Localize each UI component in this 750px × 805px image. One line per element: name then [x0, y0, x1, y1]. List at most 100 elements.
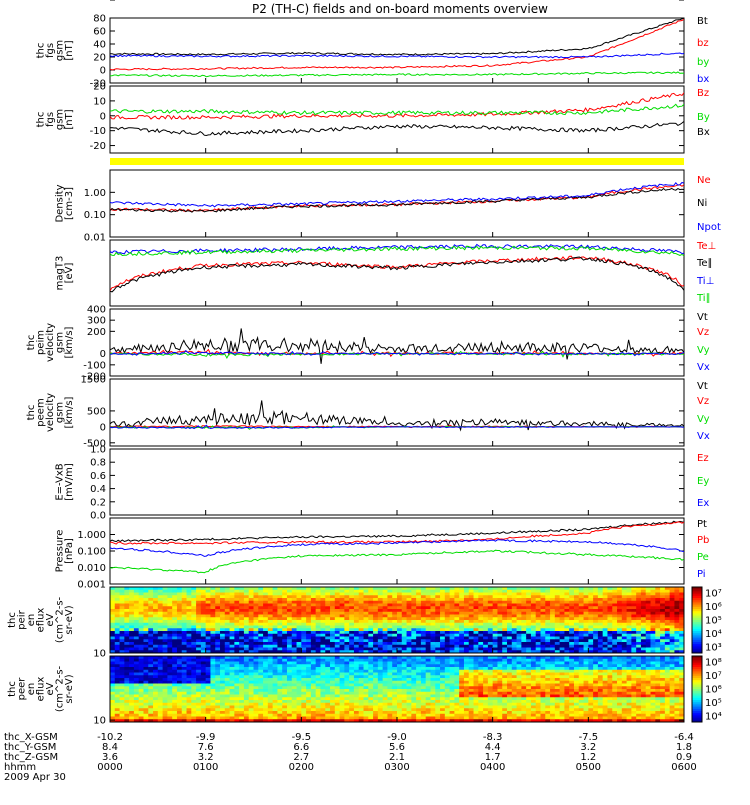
spectrogram-cell [368, 711, 373, 714]
spectrogram-cell [445, 678, 450, 681]
spectrogram-cell [167, 664, 172, 667]
spectrogram-cell [368, 684, 373, 687]
spectrogram-cell [220, 590, 225, 593]
spectrogram-cell [234, 620, 239, 623]
spectrogram-cell [287, 631, 292, 634]
spectrogram-cell [129, 714, 134, 717]
spectrogram-cell [416, 612, 421, 615]
spectrogram-cell [234, 606, 239, 609]
spectrogram-cell [206, 620, 211, 623]
spectrogram-cell [292, 684, 297, 687]
spectrogram-cell [320, 670, 325, 673]
spectrogram-cell [564, 598, 569, 601]
series-line-temperature-1 [110, 257, 684, 292]
spectrogram-cell [545, 595, 550, 598]
spectrogram-cell [258, 711, 263, 714]
spectrogram-cell [579, 628, 584, 631]
spectrogram-cell [502, 615, 507, 618]
spectrogram-cell [354, 697, 359, 700]
spectrogram-cell [646, 631, 651, 634]
spectrogram-cell [411, 659, 416, 662]
spectrogram-cell [139, 662, 144, 665]
spectrogram-cell [163, 664, 168, 667]
spectrogram-cell [603, 631, 608, 634]
spectrogram-cell [512, 601, 517, 604]
spectrogram-cell [612, 606, 617, 609]
spectrogram-cell [416, 623, 421, 626]
spectrogram-cell [196, 637, 201, 640]
spectrogram-cell [153, 703, 158, 706]
spectrogram-cell [320, 673, 325, 676]
spectrogram-cell [268, 692, 273, 695]
spectrogram-cell [301, 673, 306, 676]
spectrogram-cell [244, 639, 249, 642]
spectrogram-cell [584, 631, 589, 634]
spectrogram-cell [440, 648, 445, 651]
spectrogram-cell [655, 628, 660, 631]
spectrogram-cell [579, 609, 584, 612]
spectrogram-cell [129, 659, 134, 662]
spectrogram-cell [430, 593, 435, 596]
spectrogram-cell [378, 609, 383, 612]
spectrogram-cell [368, 604, 373, 607]
spectrogram-cell [316, 634, 321, 637]
spectrogram-cell [201, 689, 206, 692]
spectrogram-cell [143, 606, 148, 609]
spectrogram-cell [569, 639, 574, 642]
spectrogram-cell [148, 692, 153, 695]
spectrogram-cell [364, 604, 369, 607]
spectrogram-cell [359, 620, 364, 623]
spectrogram-cell [316, 637, 321, 640]
spectrogram-cell [258, 593, 263, 596]
spectrogram-cell [129, 623, 134, 626]
spectrogram-cell [177, 664, 182, 667]
spectrogram-cell [273, 639, 278, 642]
spectrogram-cell [536, 642, 541, 645]
spectrogram-cell [349, 606, 354, 609]
spectrogram-cell [335, 642, 340, 645]
spectrogram-cell [148, 631, 153, 634]
spectrogram-cell [282, 689, 287, 692]
spectrogram-cell [187, 637, 192, 640]
y-tick-label: 0.2 [90, 497, 106, 508]
spectrogram-cell [526, 612, 531, 615]
spectrogram-cell [234, 590, 239, 593]
spectrogram-cell [254, 595, 259, 598]
spectrogram-cell [335, 617, 340, 620]
spectrogram-cell [378, 706, 383, 709]
spectrogram-cell [311, 692, 316, 695]
spectrogram-cell [340, 695, 345, 698]
spectrogram-cell [311, 684, 316, 687]
spectrogram-cell [148, 714, 153, 717]
spectrogram-cell [660, 639, 665, 642]
spectrogram-cell [301, 620, 306, 623]
spectrogram-cell [359, 667, 364, 670]
spectrogram-cell [311, 695, 316, 698]
spectrogram-cell [459, 620, 464, 623]
spectrogram-cell [593, 593, 598, 596]
spectrogram-cell [488, 623, 493, 626]
spectrogram-cell [531, 631, 536, 634]
spectrogram-cell [603, 626, 608, 629]
spectrogram-cell [134, 609, 139, 612]
spectrogram-cell [469, 601, 474, 604]
spectrogram-cell [430, 706, 435, 709]
spectrogram-cell [574, 620, 579, 623]
spectrogram-cell [201, 662, 206, 665]
spectrogram-cell [258, 686, 263, 689]
spectrogram-cell [454, 675, 459, 678]
spectrogram-cell [402, 662, 407, 665]
spectrogram-cell [588, 634, 593, 637]
spectrogram-cell [201, 678, 206, 681]
spectrogram-cell [277, 631, 282, 634]
spectrogram-cell [282, 673, 287, 676]
spectrogram-cell [416, 697, 421, 700]
spectrogram-cell [392, 631, 397, 634]
spectrogram-cell [593, 642, 598, 645]
spectrogram-cell [320, 711, 325, 714]
spectrogram-cell [254, 601, 259, 604]
spectrogram-cell [445, 595, 450, 598]
spectrogram-cell [143, 593, 148, 596]
spectrogram-cell [191, 634, 196, 637]
